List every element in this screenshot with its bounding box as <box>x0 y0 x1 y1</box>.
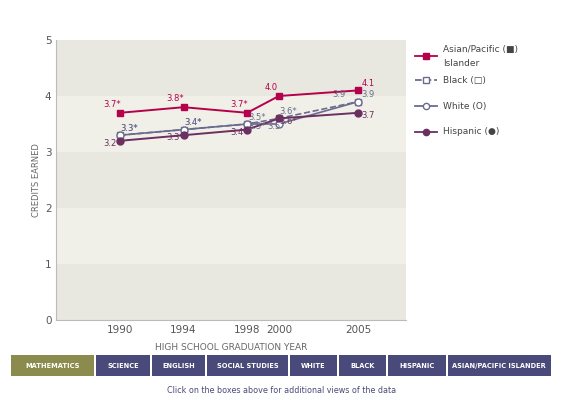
Text: SCIENCE: SCIENCE <box>107 362 139 369</box>
FancyBboxPatch shape <box>388 355 446 376</box>
Text: SOCIAL STUDIES: SOCIAL STUDIES <box>217 362 279 369</box>
Text: 3.4*: 3.4* <box>184 118 202 127</box>
Text: 3.6*: 3.6* <box>280 117 297 126</box>
Text: 3.9: 3.9 <box>333 90 346 99</box>
FancyBboxPatch shape <box>290 355 337 376</box>
Text: 4.1: 4.1 <box>362 78 374 88</box>
X-axis label: HIGH SCHOOL GRADUATION YEAR: HIGH SCHOOL GRADUATION YEAR <box>155 343 307 352</box>
Text: 3.5: 3.5 <box>267 122 281 131</box>
Text: Asian/Pacific (■): Asian/Pacific (■) <box>443 45 518 54</box>
Text: 3.5*: 3.5* <box>248 113 266 122</box>
Y-axis label: CREDITS EARNED: CREDITS EARNED <box>32 143 41 217</box>
Text: 3.8*: 3.8* <box>167 94 184 103</box>
Text: 3.4*: 3.4* <box>184 118 202 127</box>
Text: Click on the boxes above for additional views of the data: Click on the boxes above for additional … <box>168 386 396 395</box>
FancyBboxPatch shape <box>448 355 550 376</box>
Text: 3.9: 3.9 <box>362 90 374 99</box>
Bar <box>56 208 406 264</box>
Text: 3.3*: 3.3* <box>121 124 138 133</box>
Text: 3.2*: 3.2* <box>103 139 121 148</box>
Text: ASIAN/PACIFIC ISLANDER: ASIAN/PACIFIC ISLANDER <box>452 362 546 369</box>
Text: 3.3*: 3.3* <box>121 124 138 133</box>
Text: 3.4*: 3.4* <box>231 128 248 137</box>
FancyBboxPatch shape <box>96 355 149 376</box>
Text: 3.7: 3.7 <box>362 111 374 120</box>
FancyBboxPatch shape <box>339 355 386 376</box>
FancyBboxPatch shape <box>11 355 94 376</box>
Text: Black (□): Black (□) <box>443 76 486 84</box>
Text: ENGLISH: ENGLISH <box>162 362 195 369</box>
FancyBboxPatch shape <box>208 355 288 376</box>
Text: MATHEMATICS: MATHEMATICS <box>25 362 80 369</box>
Bar <box>56 264 406 320</box>
Text: HISPANIC: HISPANIC <box>399 362 434 369</box>
Text: 4.0: 4.0 <box>265 83 277 92</box>
Text: 3.7*: 3.7* <box>230 100 248 109</box>
Text: 3.7*: 3.7* <box>103 100 121 109</box>
Text: 3.3*: 3.3* <box>167 134 184 142</box>
Text: BLACK: BLACK <box>350 362 374 369</box>
Bar <box>56 152 406 208</box>
FancyBboxPatch shape <box>152 355 205 376</box>
Bar <box>56 96 406 152</box>
Text: Hispanic (●): Hispanic (●) <box>443 128 499 136</box>
Text: WHITE: WHITE <box>301 362 326 369</box>
Text: 3.6*: 3.6* <box>280 107 297 116</box>
Bar <box>56 40 406 96</box>
Text: Islander: Islander <box>443 60 479 68</box>
Text: White (O): White (O) <box>443 102 486 110</box>
Text: 3.5*: 3.5* <box>248 122 266 131</box>
